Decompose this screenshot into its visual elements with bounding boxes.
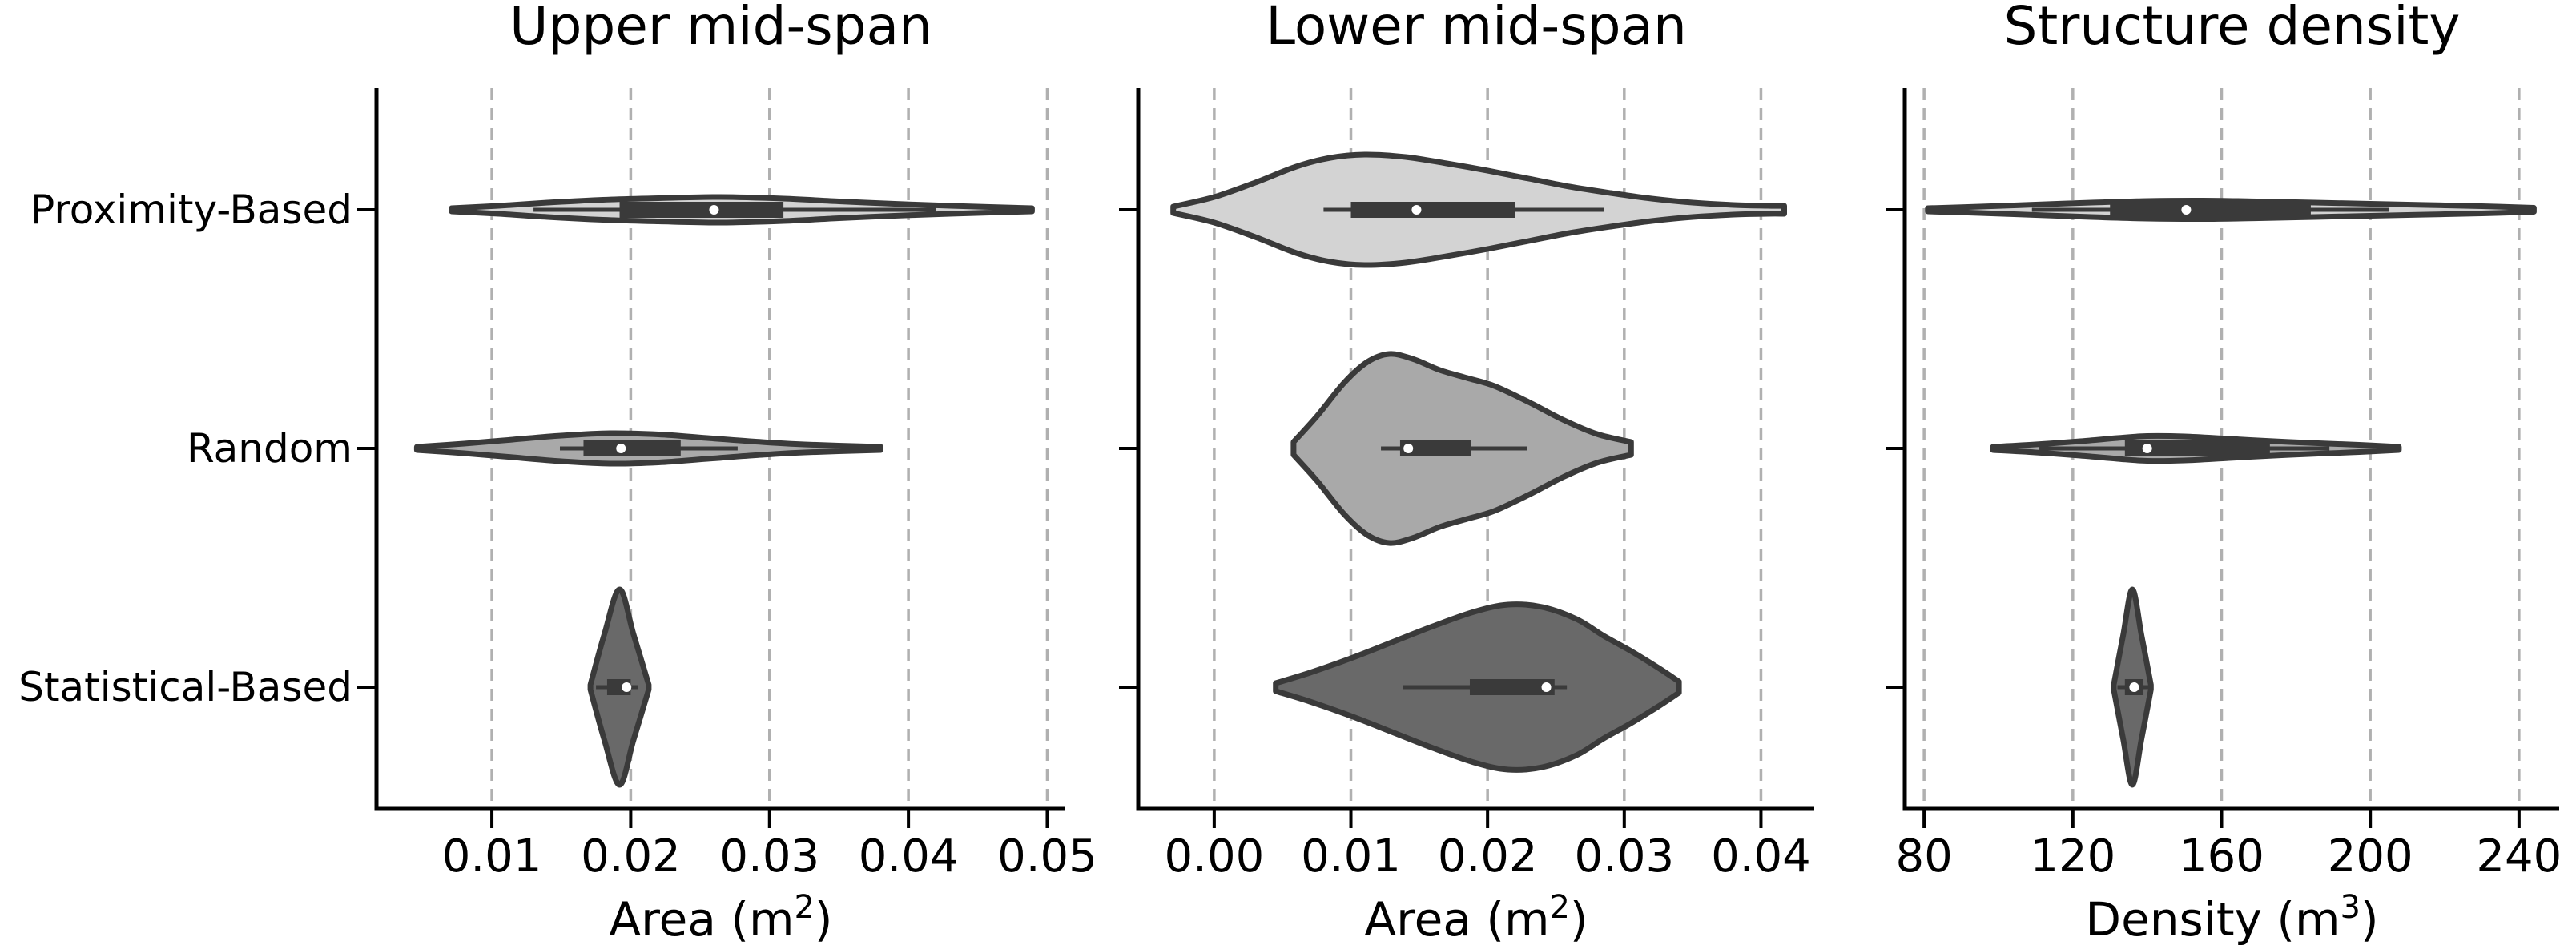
box-iqr: [1469, 679, 1555, 695]
x-tick-label: 0.05: [997, 830, 1097, 883]
median-dot: [616, 444, 626, 453]
x-axis-label: Area (m2): [1364, 889, 1588, 947]
panel-title: Lower mid-span: [1266, 0, 1687, 57]
median-dot: [1541, 682, 1552, 692]
median-dot: [1403, 444, 1414, 453]
box-iqr: [2124, 440, 2270, 456]
x-axis-label-main: Area (m: [609, 892, 794, 947]
box-iqr: [619, 202, 784, 218]
x-axis-label: Area (m2): [609, 889, 832, 947]
box-iqr: [1350, 202, 1515, 218]
panel-structure-density: 80 120 160 200 240 Structure density Density (…: [1886, 0, 2562, 947]
x-axis-label-main: Density (m: [2085, 892, 2340, 947]
x-axis-label-close: ): [1570, 892, 1588, 947]
x-axis-label-superscript: 2: [794, 889, 814, 926]
box-iqr: [583, 440, 681, 456]
x-tick-label: 0.03: [1574, 830, 1674, 883]
x-tick-label: 0.02: [1438, 830, 1538, 883]
x-axis-label-close: ): [2361, 892, 2379, 947]
x-tick-label: 0.02: [581, 830, 681, 883]
median-dot: [709, 205, 719, 215]
x-tick-label: 200: [2328, 830, 2413, 883]
y-category-label: Random: [187, 425, 352, 472]
median-dot: [2181, 205, 2192, 215]
box-iqr: [2110, 202, 2311, 218]
x-axis-label-main: Area (m: [1364, 892, 1549, 947]
median-dot: [2142, 444, 2152, 453]
median-dot: [622, 682, 632, 692]
panel-upper-mid-span: 0.01 0.02 0.03 0.04 0.05 Proximity-Based Rando…: [18, 0, 1097, 947]
panel-title: Structure density: [2004, 0, 2461, 57]
y-category-label: Proximity-Based: [30, 187, 352, 233]
x-tick-label: 0.03: [719, 830, 819, 883]
x-tick-label: 0.04: [1711, 830, 1811, 883]
x-tick-label: 160: [2179, 830, 2264, 883]
x-tick-label: 0.04: [859, 830, 959, 883]
x-axis-label-superscript: 2: [1549, 889, 1569, 926]
panel-lower-mid-span: 0.00 0.01 0.02 0.03 0.04 Lower mid-span Area (…: [1119, 0, 1814, 947]
box-iqr: [1399, 440, 1471, 456]
x-tick-label: 0.01: [442, 830, 542, 883]
x-axis-label-close: ): [815, 892, 833, 947]
x-tick-label: 240: [2476, 830, 2562, 883]
y-category-label: Statistical-Based: [18, 664, 352, 710]
x-tick-label: 120: [2030, 830, 2115, 883]
x-axis-label: Density (m3): [2085, 889, 2378, 947]
median-dot: [2129, 682, 2139, 692]
median-dot: [1411, 205, 1422, 215]
panel-title: Upper mid-span: [509, 0, 932, 57]
x-tick-label: 80: [1896, 830, 1953, 883]
x-axis-label-superscript: 3: [2340, 889, 2360, 926]
x-tick-label: 0.01: [1301, 830, 1401, 883]
x-tick-label: 0.00: [1165, 830, 1265, 883]
